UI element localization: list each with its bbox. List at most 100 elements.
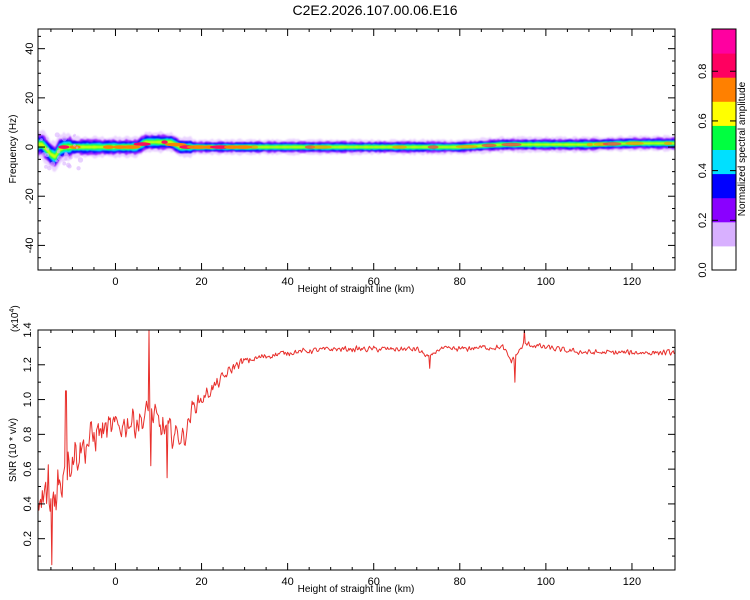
spectrogram-speckle (47, 166, 52, 171)
spectrogram-peak (602, 142, 622, 146)
spectrogram-speckle (45, 137, 49, 140)
snr-series-line (38, 330, 675, 566)
spectrogram-speckle (46, 147, 50, 151)
spectrogram-y-tick-labels: 40 20 0 -20 -40 (24, 43, 36, 254)
snr-y-tick-label: 1.2 (22, 357, 34, 372)
colorbar-segment (712, 173, 736, 199)
spectrogram-peak (427, 145, 439, 149)
colorbar-gradient (712, 29, 736, 271)
spectrogram-peak (121, 145, 141, 149)
snr-y-tick-label: 0.8 (22, 427, 34, 442)
spectrogram-y-tick-label: 40 (24, 43, 36, 55)
spectrogram-y-tick-label: 20 (24, 92, 36, 104)
spectrogram-x-tick-label: 120 (623, 276, 641, 288)
snr-x-tick-label: 60 (368, 576, 380, 588)
spectrogram-speckle (75, 146, 79, 149)
spectrogram-speckle (57, 155, 63, 161)
colorbar-label: Normalized spectral amplitude (737, 81, 748, 216)
colorbar-tick-label: 0.2 (697, 213, 709, 228)
spectrogram-speckle (77, 157, 84, 163)
spectrogram-x-tick-label: 80 (454, 276, 466, 288)
colorbar-tick-label: 0.6 (697, 113, 709, 128)
spectrogram-peak (165, 142, 187, 147)
spectrogram-frame (37, 28, 676, 271)
colorbar-segment (712, 53, 736, 78)
snr-x-tick-label: 80 (454, 576, 466, 588)
colorbar-segment (712, 29, 736, 54)
snr-x-tick-label: 40 (282, 576, 294, 588)
snr-plot-area (38, 330, 675, 570)
colorbar-tick-labels: 0.0 0.2 0.4 0.6 0.8 (697, 64, 709, 278)
spectrogram-speckle (66, 162, 71, 168)
spectrogram-x-tick-label: 100 (537, 276, 555, 288)
snr-y-tick-label: 1.0 (22, 392, 34, 407)
snr-y-tick-label: 0.2 (22, 531, 34, 546)
spectrogram-x-tick-label: 40 (282, 276, 294, 288)
spectrogram-peak (161, 140, 168, 144)
spectrogram-peak (186, 145, 210, 149)
colorbar-tick-label: 0.4 (697, 163, 709, 178)
snr-y-tick-label: 1.4 (22, 322, 34, 337)
colorbar-segment (712, 245, 736, 271)
snr-y-axis-multiplier: (x104) (9, 305, 21, 332)
snr-x-axis-label: Height of straight line (km) (298, 584, 415, 595)
spectrogram-peak (58, 145, 70, 149)
spectrogram-x-tick-label: 20 (195, 276, 207, 288)
spectrogram-speckle (54, 132, 60, 138)
spectrogram-speckle (61, 136, 67, 142)
spectrogram-speckle (45, 153, 50, 158)
colorbar-ticks (712, 70, 736, 271)
spectrogram-peak (481, 143, 497, 148)
spectrogram-peak (501, 142, 522, 147)
spectrogram-y-axis-label: Frequency (Hz) (8, 115, 19, 184)
spectrogram-peak (625, 141, 644, 146)
spectrogram-speckle (44, 164, 48, 169)
spectrogram-x-tick-label: 0 (112, 276, 118, 288)
colorbar-tick-label: 0.8 (697, 64, 709, 79)
spectrogram-peak (586, 142, 593, 147)
snr-x-tick-label: 20 (195, 576, 207, 588)
snr-y-tick-label: 0.6 (22, 461, 34, 476)
snr-x-tick-label: 0 (112, 576, 118, 588)
spectrogram-speckle (62, 161, 67, 166)
spectrogram-speckle (56, 149, 61, 154)
colorbar-tick-label: 0.0 (697, 262, 709, 277)
spectrogram-peak (250, 145, 259, 149)
spectrogram-speckle (73, 143, 76, 147)
colorbar-frame (711, 28, 737, 271)
spectrogram-x-tick-label: 60 (368, 276, 380, 288)
snr-y-tick-labels: 0.2 0.4 0.6 0.8 1.0 1.2 1.4 (22, 322, 34, 546)
spectrogram-speckle (72, 134, 75, 138)
spectrogram-image (38, 129, 675, 172)
spectrogram-peak (310, 145, 332, 149)
chart-title: C2E2.2026.107.00.06.E16 (292, 2, 457, 18)
spectrogram-y-tick-label: -40 (24, 237, 36, 253)
spectrogram-peak (455, 144, 478, 149)
spectrogram-speckle (64, 157, 68, 161)
spectrogram-speckle (41, 152, 46, 157)
snr-x-tick-label: 120 (623, 576, 641, 588)
spectrogram-x-tick-labels: 0 20 40 60 80 100 120 (112, 276, 641, 288)
spectrogram-speckle (63, 152, 69, 159)
spectrogram-y-tick-label: 0 (24, 144, 36, 150)
spectrogram-speckle (68, 155, 73, 160)
spectrogram-x-axis-label: Height of straight line (km) (298, 284, 415, 295)
colorbar: 0.0 0.2 0.4 0.6 0.8 Normalized spectral ampl… (697, 28, 748, 278)
snr-y-tick-label: 0.4 (22, 496, 34, 511)
snr-x-tick-labels: 0 20 40 60 80 100 120 (112, 576, 641, 588)
colorbar-segment (712, 197, 736, 223)
colorbar-segment (712, 77, 736, 102)
spectrogram-peak (233, 145, 253, 149)
spectrogram-speckle (40, 138, 43, 142)
colorbar-segment (712, 101, 736, 126)
spectrogram-peak (664, 141, 673, 146)
spectrogram-panel: 0 20 40 60 80 100 120 40 20 0 -20 -40 Height of st… (8, 28, 676, 295)
spectrogram-peak (133, 142, 151, 146)
spectrogram-peak (392, 145, 407, 149)
spectrogram-y-tick-label: -20 (24, 188, 36, 204)
snr-panel: 0 20 40 60 80 100 120 0.2 0.4 0.6 0.8 1.0 1.2 1.4 He… (8, 305, 676, 595)
spectrogram-speckle (76, 166, 81, 171)
colorbar-segment (712, 221, 736, 247)
snr-frame (37, 329, 676, 571)
